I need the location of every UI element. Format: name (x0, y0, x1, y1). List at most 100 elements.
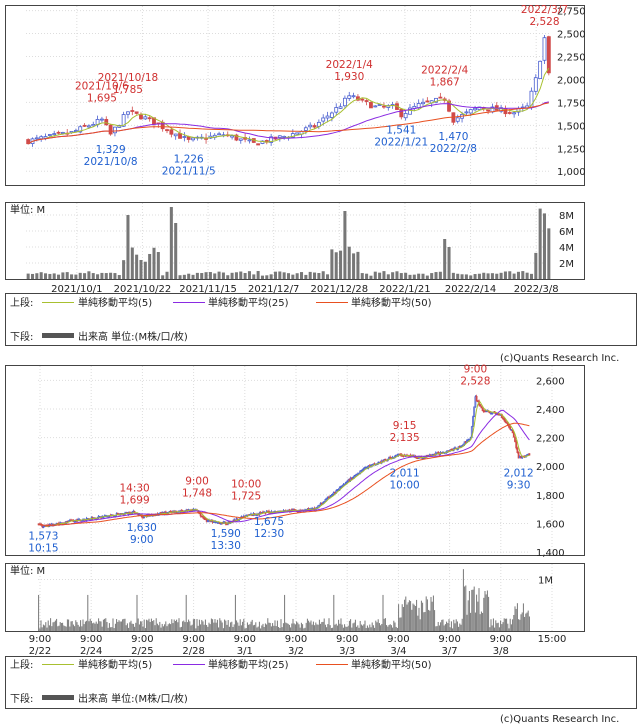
volume-bar (244, 628, 246, 631)
volume-bar (110, 627, 112, 631)
volume-bar (91, 273, 95, 279)
volume-bar (84, 621, 86, 631)
volume-bar (187, 273, 191, 279)
candle-body (334, 107, 339, 113)
volume-bar (351, 627, 353, 631)
volume-bar (382, 594, 384, 631)
volume-bar (482, 272, 486, 279)
volume-bar (226, 275, 230, 279)
volume-bar (512, 619, 514, 631)
volume-bar (93, 622, 95, 631)
volume-bar (194, 618, 196, 631)
volume-bar (386, 274, 390, 279)
volume-bar (156, 623, 158, 631)
volume-bar (464, 274, 468, 279)
volume-bar (407, 602, 409, 631)
annotation-label: 10:15 (28, 542, 58, 554)
volume-bar (509, 618, 511, 631)
volume-bar (69, 626, 71, 631)
x-tick-date: 2/28 (182, 646, 204, 657)
volume-bar (100, 621, 102, 631)
candle-body (455, 117, 460, 122)
candle-body (528, 453, 531, 456)
volume-bar (442, 619, 444, 631)
candle-body (425, 100, 430, 103)
volume-bar (438, 271, 442, 279)
volume-bar (430, 596, 432, 631)
annotation-label: 2022/2/4 (421, 65, 468, 77)
volume-bar (206, 625, 208, 631)
candle-body (546, 36, 551, 74)
volume-bar (208, 622, 210, 631)
volume-bar (320, 623, 322, 631)
candle-body (303, 127, 308, 131)
volume-bar (369, 275, 373, 279)
y-tick-label: 1,000 (557, 167, 586, 178)
candle-body (178, 133, 182, 139)
candle-body (507, 112, 512, 114)
volume-bar (369, 624, 371, 631)
volume-bar (204, 619, 206, 631)
volume-bar (166, 626, 168, 631)
volume-bar (476, 594, 478, 631)
ma50-line (38, 422, 530, 527)
volume-bar (305, 622, 307, 631)
volume-bar (421, 273, 425, 279)
volume-bar (456, 621, 458, 631)
volume-bar (176, 619, 178, 631)
volume-bar (182, 274, 186, 279)
volume-bar (378, 623, 380, 631)
volume-bar (200, 273, 204, 279)
volume-bar (357, 625, 359, 631)
volume-bar (422, 602, 424, 631)
volume-bar (252, 625, 254, 631)
volume-bar (109, 272, 113, 279)
volume-bar (514, 606, 516, 631)
volume-bar (404, 599, 406, 631)
volume-bar (131, 623, 133, 631)
candle-body (377, 104, 382, 106)
volume-bar (219, 618, 221, 631)
legend-ma50: 単純移動平均(50) (351, 296, 432, 309)
volume-bar (180, 626, 182, 631)
volume-bar (338, 619, 340, 631)
volume-bar (258, 621, 260, 631)
volume-bar (174, 621, 176, 631)
x-tick-label: 9:00 (131, 634, 153, 645)
y-tick-label: 2,600 (536, 376, 565, 387)
volume-bar (444, 624, 446, 631)
volume-tick-label: 1M (538, 575, 553, 586)
volume-bar (345, 626, 347, 631)
volume-bar (280, 619, 282, 631)
x-tick-label: 9:00 (182, 634, 204, 645)
y-tick-label: 2,400 (536, 405, 565, 416)
candle-body (472, 416, 474, 427)
intraday-legend-box (5, 656, 637, 709)
volume-bar (26, 273, 30, 279)
x-tick-label: 2022/3/8 (514, 284, 559, 295)
candle-body (509, 426, 512, 430)
volume-bar (486, 273, 490, 279)
x-tick-label: 15:00 (538, 634, 567, 645)
volume-bar (224, 619, 226, 631)
volume-bar (57, 626, 59, 631)
volume-bar (441, 619, 443, 631)
volume-bar (125, 625, 127, 631)
volume-bar (518, 619, 520, 631)
volume-bar (300, 622, 302, 631)
y-tick-label: 1,250 (557, 144, 586, 155)
annotation-label: 10:00 (231, 479, 261, 491)
volume-bar (412, 603, 414, 631)
volume-bar (452, 628, 454, 631)
volume-bar (158, 625, 160, 631)
volume-bar (384, 618, 386, 631)
candle-body (39, 136, 44, 140)
annotation-label: 12:30 (254, 528, 284, 540)
volume-bar (308, 271, 312, 279)
volume-bar (431, 601, 433, 631)
volume-tick-label: 4M (559, 243, 574, 254)
volume-bar (390, 625, 392, 631)
volume-bar (429, 610, 431, 631)
volume-bar (54, 620, 56, 631)
volume-bar (65, 272, 69, 279)
